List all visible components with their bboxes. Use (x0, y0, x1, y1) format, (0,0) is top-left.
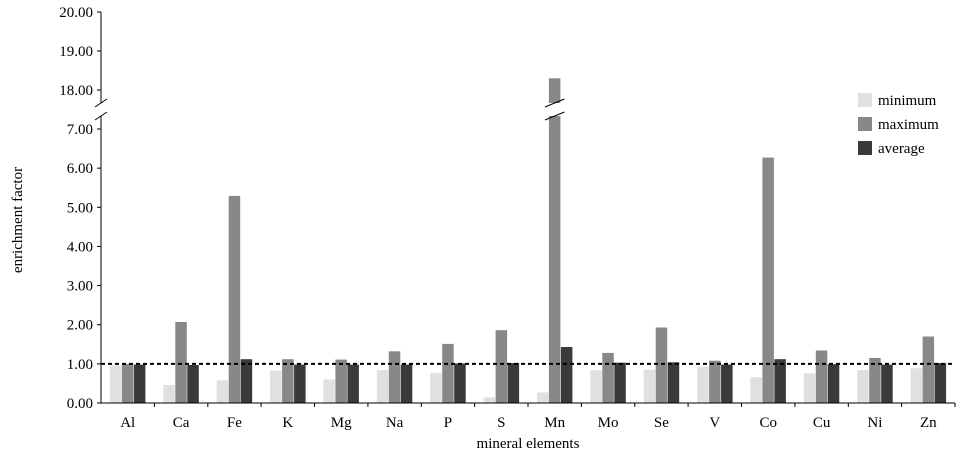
x-tick-label: Mn (544, 415, 565, 431)
legend-swatch-average (858, 141, 872, 155)
bar-maximum-Na (388, 351, 401, 403)
x-tick-label: Ca (173, 415, 190, 431)
y-axis-break-mark (94, 111, 108, 121)
bar-maximum-Al (121, 363, 134, 403)
legend-label-minimum: minimum (878, 93, 937, 109)
legend-swatch-minimum (858, 93, 872, 107)
y-axis-break-mark (94, 98, 108, 108)
bar-average-Al (133, 364, 146, 403)
bar-minimum-Na (376, 370, 389, 403)
bar-minimum-Zn (910, 368, 923, 403)
bar-average-K (294, 364, 306, 403)
legend: minimum maximum average (858, 93, 939, 157)
y-tick-label: 20.00 (59, 5, 93, 21)
bar-minimum-V (697, 366, 709, 403)
bar-average-V (721, 364, 733, 403)
bar-average-Zn (934, 363, 947, 403)
legend-swatch-maximum (858, 117, 872, 131)
bar-minimum-Se (643, 369, 656, 403)
bar-average-Mg (347, 364, 359, 403)
y-tick-label: 6.00 (67, 161, 93, 177)
x-tick-label: K (282, 415, 293, 431)
bar-minimum-Fe (216, 380, 229, 403)
x-tick-label: Na (386, 415, 404, 431)
bar-minimum-Mg (323, 379, 335, 403)
x-tick-label: Cu (813, 415, 831, 431)
x-tick-label: Mg (331, 415, 352, 431)
axes-group: Al Ca Fe K Mg Na P S Mn Mo Se V Co Cu Ni Zn 0.00 1.00 2.00… (59, 5, 956, 431)
bar-minimum-K (270, 370, 282, 403)
x-tick-label: Zn (920, 415, 937, 431)
y-tick-label: 4.00 (67, 239, 93, 255)
legend-label-maximum: maximum (878, 117, 939, 133)
x-tick-label: Mo (598, 415, 619, 431)
bar-average-Mo (614, 362, 626, 403)
bar-average-Na (400, 364, 413, 403)
bar-average-S (507, 363, 520, 403)
legend-label-average: average (878, 141, 925, 157)
y-tick-label: 18.00 (59, 83, 93, 99)
bar-maximum-Fe (228, 195, 241, 403)
bar-maximum-K (282, 359, 294, 403)
bar-average-Ni (881, 364, 893, 403)
bar-average-Fe (240, 359, 253, 403)
x-axis-label: mineral elements (477, 436, 580, 452)
y-tick-label: 3.00 (67, 279, 93, 295)
bar-maximum-V (709, 360, 721, 403)
bar-minimum-Ni (857, 370, 869, 403)
bar-maximum-Mn (548, 78, 561, 404)
y-tick-label: 7.00 (67, 122, 93, 138)
bar-break-mark (544, 98, 565, 108)
bar-minimum-Mn (536, 392, 549, 403)
bar-maximum-Ca (175, 322, 187, 403)
bar-minimum-Al (109, 365, 122, 403)
bar-maximum-Co (762, 157, 774, 403)
bar-maximum-S (495, 330, 508, 403)
bar-average-P (454, 363, 466, 403)
x-tick-label: Co (759, 415, 777, 431)
bar-maximum-Mg (335, 359, 347, 403)
x-tick-label: V (709, 415, 720, 431)
y-tick-label: 5.00 (67, 200, 93, 216)
bar-maximum-Se (655, 327, 668, 403)
bar-minimum-P (430, 372, 442, 403)
x-tick-label: Se (654, 415, 669, 431)
x-tick-label: P (444, 415, 452, 431)
bar-maximum-P (442, 343, 454, 403)
bar-maximum-Zn (922, 336, 935, 403)
y-axis-label: enrichment factor (10, 167, 26, 273)
bar-break-mark (544, 111, 565, 121)
x-tick-label: S (497, 415, 505, 431)
x-tick-label: Fe (227, 415, 242, 431)
x-tick-label: Ni (867, 415, 882, 431)
y-tick-label: 1.00 (67, 357, 93, 373)
bar-minimum-S (483, 397, 496, 403)
bar-average-Co (774, 359, 786, 403)
bar-minimum-Co (750, 377, 762, 403)
bars-group (109, 78, 947, 404)
bar-average-Mn (560, 347, 573, 403)
y-tick-label: 0.00 (67, 396, 93, 412)
bar-maximum-Ni (869, 358, 881, 403)
bar-average-Ca (187, 365, 199, 403)
bar-average-Cu (827, 364, 840, 403)
x-tick-label: Al (120, 415, 135, 431)
y-tick-label: 19.00 (59, 44, 93, 60)
bar-minimum-Mo (590, 370, 602, 403)
y-tick-label: 2.00 (67, 318, 93, 334)
bar-minimum-Cu (803, 373, 816, 403)
bar-minimum-Ca (163, 385, 175, 403)
bar-maximum-Mo (602, 352, 614, 403)
bar-maximum-Cu (815, 350, 828, 403)
bar-average-Se (667, 362, 680, 403)
bar-break-gap (545, 103, 564, 116)
